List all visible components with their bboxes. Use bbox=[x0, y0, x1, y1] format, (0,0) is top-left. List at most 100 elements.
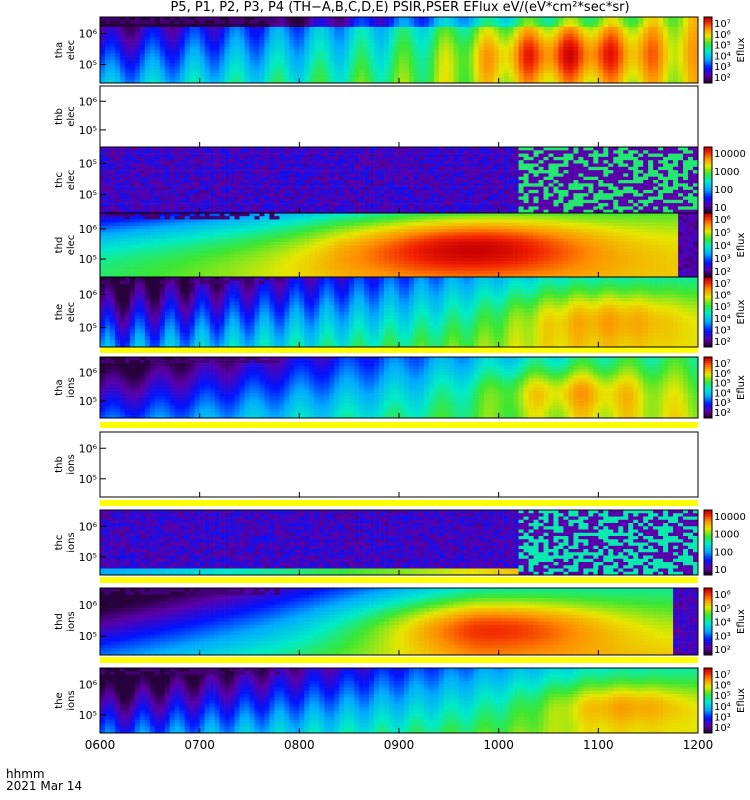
heat-cell bbox=[359, 33, 365, 38]
heat-cell bbox=[428, 43, 435, 47]
heat-cell bbox=[518, 160, 524, 164]
heat-cell bbox=[623, 160, 629, 164]
heat-cell bbox=[683, 59, 689, 64]
heat-cell bbox=[139, 156, 146, 161]
heat-cell bbox=[583, 79, 589, 84]
heat-cell bbox=[663, 63, 669, 67]
heat-cell bbox=[289, 196, 295, 201]
heat-cell bbox=[588, 156, 594, 161]
heat-cell bbox=[453, 26, 460, 31]
heat-cell bbox=[214, 189, 220, 194]
heat-cell bbox=[109, 30, 116, 34]
heat-cell bbox=[458, 186, 465, 191]
heat-cell bbox=[379, 183, 385, 187]
heat-cell bbox=[389, 20, 395, 24]
heat-cell bbox=[179, 170, 186, 174]
heat-cell bbox=[399, 209, 405, 214]
heat-cell bbox=[423, 40, 430, 44]
heat-cell bbox=[259, 166, 265, 171]
heat-cell bbox=[443, 189, 450, 194]
heat-cell bbox=[463, 180, 470, 184]
heat-cell bbox=[668, 43, 674, 47]
heat-cell bbox=[638, 199, 644, 204]
heat-cell bbox=[349, 69, 355, 74]
heat-cell bbox=[428, 69, 435, 74]
heat-cell bbox=[408, 53, 415, 57]
heat-cell bbox=[578, 166, 584, 171]
heat-cell bbox=[269, 147, 275, 151]
heat-cell bbox=[673, 153, 679, 158]
heat-cell bbox=[518, 30, 524, 34]
heat-cell bbox=[508, 79, 514, 84]
heat-cell bbox=[109, 56, 116, 61]
heat-cell bbox=[189, 160, 195, 164]
heat-cell bbox=[518, 59, 524, 64]
heat-cell bbox=[628, 56, 634, 61]
heat-cell bbox=[578, 156, 584, 161]
heat-cell bbox=[394, 46, 400, 51]
heat-cell bbox=[204, 33, 210, 38]
heat-cell bbox=[463, 59, 470, 64]
heat-cell bbox=[623, 26, 629, 31]
heat-cell bbox=[374, 33, 380, 38]
heat-cell bbox=[473, 176, 480, 181]
heat-cell bbox=[593, 193, 599, 197]
heat-cell bbox=[334, 150, 340, 154]
heat-cell bbox=[633, 176, 639, 181]
heat-cell bbox=[354, 73, 360, 77]
heat-cell bbox=[438, 30, 445, 34]
heat-cell bbox=[673, 180, 679, 184]
heat-cell bbox=[219, 33, 225, 38]
heat-cell bbox=[269, 199, 275, 204]
heat-cell bbox=[259, 46, 265, 51]
heat-cell bbox=[314, 156, 320, 161]
heat-cell bbox=[518, 79, 524, 84]
heat-cell bbox=[219, 56, 225, 61]
heat-cell bbox=[528, 173, 534, 177]
heat-cell bbox=[548, 33, 554, 38]
heat-cell bbox=[688, 176, 694, 181]
colorbar-tick-label: 10⁷ bbox=[714, 19, 731, 30]
heat-cell bbox=[339, 193, 345, 197]
heat-cell bbox=[633, 206, 639, 210]
heat-cell bbox=[688, 23, 694, 28]
heat-cell bbox=[548, 189, 554, 194]
heat-cell bbox=[663, 40, 669, 44]
heat-cell bbox=[109, 241, 116, 246]
heat-cell bbox=[418, 50, 425, 54]
heat-cell bbox=[418, 26, 425, 31]
heat-cell bbox=[573, 160, 579, 164]
heat-cell bbox=[199, 50, 205, 54]
heat-cell bbox=[194, 176, 200, 181]
heat-cell bbox=[369, 43, 375, 47]
heat-cell bbox=[284, 33, 290, 38]
heat-cell bbox=[179, 147, 186, 151]
panel-species-label: elec bbox=[66, 106, 77, 127]
heat-cell bbox=[394, 193, 400, 197]
heat-cell bbox=[184, 33, 190, 38]
heat-cell bbox=[688, 69, 694, 74]
heat-cell bbox=[239, 176, 245, 181]
heat-cell bbox=[453, 150, 460, 154]
heat-cell bbox=[633, 20, 639, 24]
heat-cell bbox=[234, 183, 240, 187]
heat-cell bbox=[523, 209, 529, 214]
heat-cell bbox=[324, 40, 330, 44]
heat-cell bbox=[418, 33, 425, 38]
heat-cell bbox=[608, 20, 614, 24]
heat-cell bbox=[428, 176, 435, 181]
heat-cell bbox=[603, 40, 609, 44]
heat-cell bbox=[314, 53, 320, 57]
heat-cell bbox=[269, 209, 275, 214]
heat-cell bbox=[593, 156, 599, 161]
heat-cell bbox=[578, 30, 584, 34]
heat-cell bbox=[528, 170, 534, 174]
heat-cell bbox=[683, 196, 689, 201]
heat-cell bbox=[244, 196, 250, 201]
heat-cell bbox=[648, 26, 654, 31]
heat-cell bbox=[214, 36, 220, 41]
heat-cell bbox=[394, 69, 400, 74]
heat-cell bbox=[364, 17, 370, 21]
heat-cell bbox=[104, 219, 111, 223]
